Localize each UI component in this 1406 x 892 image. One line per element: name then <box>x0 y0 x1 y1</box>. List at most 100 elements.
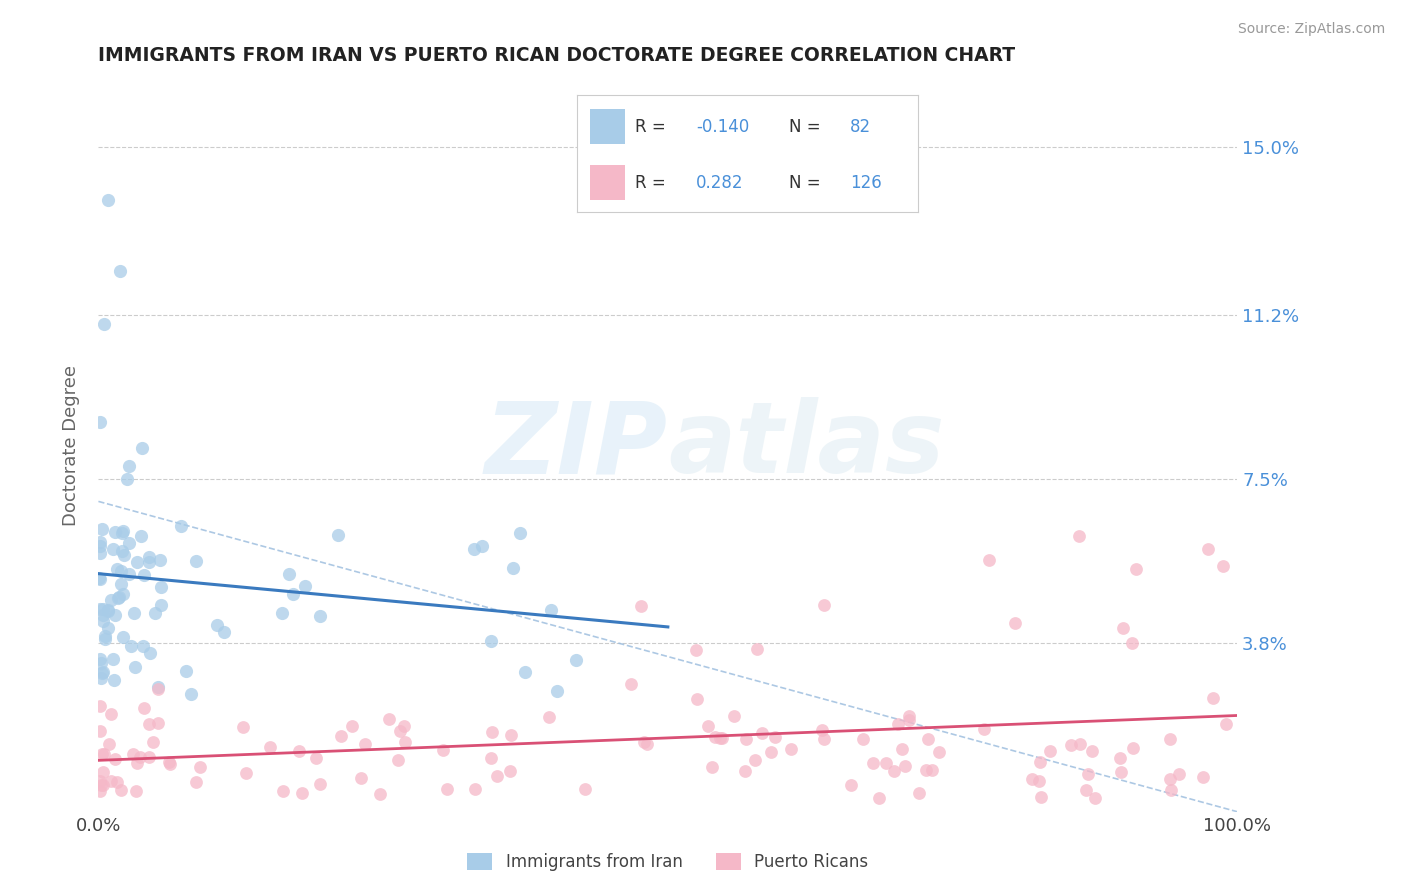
Puerto Ricans <box>148 715 170 730</box>
Immigrants from Iran <box>118 536 141 550</box>
Puerto Ricans <box>354 737 377 751</box>
Puerto Ricans <box>1202 690 1225 705</box>
Immigrants from Iran <box>294 579 316 593</box>
Immigrants from Iran <box>112 587 135 601</box>
Immigrants from Iran <box>91 523 114 537</box>
Puerto Ricans <box>91 778 114 792</box>
Puerto Ricans <box>330 729 353 743</box>
Text: IMMIGRANTS FROM IRAN VS PUERTO RICAN DOCTORATE DEGREE CORRELATION CHART: IMMIGRANTS FROM IRAN VS PUERTO RICAN DOC… <box>98 45 1015 65</box>
Puerto Ricans <box>486 769 509 783</box>
Puerto Ricans <box>1109 751 1132 765</box>
Puerto Ricans <box>636 737 658 751</box>
Immigrants from Iran <box>110 576 132 591</box>
Puerto Ricans <box>90 778 112 792</box>
Puerto Ricans <box>305 751 328 765</box>
Immigrants from Iran <box>101 541 124 556</box>
Puerto Ricans <box>917 732 939 747</box>
Immigrants from Iran <box>149 553 172 567</box>
Immigrants from Iran <box>89 546 111 560</box>
Immigrants from Iran <box>89 602 111 616</box>
Immigrants from Iran <box>176 664 198 678</box>
Immigrants from Iran <box>93 317 115 331</box>
Immigrants from Iran <box>117 567 139 582</box>
Puerto Ricans <box>89 783 111 797</box>
Puerto Ricans <box>887 716 910 731</box>
Immigrants from Iran <box>89 540 111 554</box>
Immigrants from Iran <box>278 566 301 581</box>
Puerto Ricans <box>184 775 207 789</box>
Puerto Ricans <box>977 553 1000 567</box>
Puerto Ricans <box>132 701 155 715</box>
Puerto Ricans <box>1077 766 1099 780</box>
Puerto Ricans <box>259 739 281 754</box>
Puerto Ricans <box>928 746 950 760</box>
Puerto Ricans <box>479 751 502 765</box>
Immigrants from Iran <box>97 193 120 207</box>
Puerto Ricans <box>125 784 148 798</box>
Puerto Ricans <box>751 726 773 740</box>
Puerto Ricans <box>157 756 180 770</box>
Immigrants from Iran <box>540 603 562 617</box>
Puerto Ricans <box>436 782 458 797</box>
Puerto Ricans <box>1212 558 1234 573</box>
Puerto Ricans <box>897 713 920 727</box>
Puerto Ricans <box>128 750 150 764</box>
Puerto Ricans <box>1084 791 1107 805</box>
Immigrants from Iran <box>205 618 228 632</box>
Puerto Ricans <box>633 734 655 748</box>
Puerto Ricans <box>697 719 720 733</box>
Immigrants from Iran <box>129 529 152 543</box>
Puerto Ricans <box>340 719 363 733</box>
Immigrants from Iran <box>107 591 129 605</box>
Immigrants from Iran <box>108 590 131 604</box>
Immigrants from Iran <box>112 548 135 562</box>
Puerto Ricans <box>810 723 832 737</box>
Puerto Ricans <box>91 747 114 761</box>
Immigrants from Iran <box>120 639 142 653</box>
Puerto Ricans <box>97 737 120 751</box>
Immigrants from Iran <box>124 660 146 674</box>
Puerto Ricans <box>973 722 995 736</box>
Immigrants from Iran <box>89 415 111 429</box>
Puerto Ricans <box>723 709 745 723</box>
Puerto Ricans <box>894 758 917 772</box>
Puerto Ricans <box>1029 755 1052 769</box>
Puerto Ricans <box>105 774 128 789</box>
Immigrants from Iran <box>89 534 111 549</box>
Immigrants from Iran <box>112 630 135 644</box>
Text: atlas: atlas <box>668 398 945 494</box>
Immigrants from Iran <box>105 562 128 576</box>
Puerto Ricans <box>875 756 897 770</box>
Puerto Ricans <box>1215 716 1237 731</box>
Puerto Ricans <box>104 752 127 766</box>
Puerto Ricans <box>89 723 111 738</box>
Immigrants from Iran <box>143 606 166 620</box>
Puerto Ricans <box>142 735 165 749</box>
Puerto Ricans <box>394 719 416 733</box>
Immigrants from Iran <box>138 555 160 569</box>
Puerto Ricans <box>388 724 411 739</box>
Immigrants from Iran <box>110 564 132 578</box>
Puerto Ricans <box>91 764 114 779</box>
Immigrants from Iran <box>89 652 111 666</box>
Immigrants from Iran <box>100 592 122 607</box>
Immigrants from Iran <box>186 553 208 567</box>
Puerto Ricans <box>1028 774 1050 789</box>
Immigrants from Iran <box>502 561 524 575</box>
Puerto Ricans <box>1121 740 1143 755</box>
Immigrants from Iran <box>180 687 202 701</box>
Puerto Ricans <box>862 756 884 771</box>
Puerto Ricans <box>1109 765 1132 780</box>
Immigrants from Iran <box>564 653 586 667</box>
Puerto Ricans <box>735 731 758 746</box>
Puerto Ricans <box>883 764 905 778</box>
Puerto Ricans <box>368 787 391 801</box>
Puerto Ricans <box>432 743 454 757</box>
Immigrants from Iran <box>328 528 350 542</box>
Y-axis label: Doctorate Degree: Doctorate Degree <box>62 366 80 526</box>
Puerto Ricans <box>709 731 731 745</box>
Puerto Ricans <box>146 681 169 696</box>
Immigrants from Iran <box>281 587 304 601</box>
Puerto Ricans <box>868 790 890 805</box>
Puerto Ricans <box>1160 783 1182 797</box>
